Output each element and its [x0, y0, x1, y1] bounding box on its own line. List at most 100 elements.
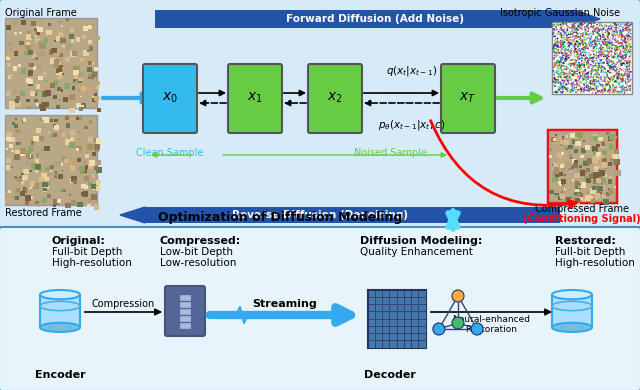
Point: [598, 85, 609, 91]
Point: [605, 83, 615, 90]
Point: [560, 74, 570, 80]
FancyBboxPatch shape: [60, 189, 63, 191]
FancyBboxPatch shape: [9, 101, 15, 107]
Polygon shape: [120, 207, 145, 223]
FancyBboxPatch shape: [56, 105, 60, 109]
Point: [607, 39, 618, 45]
FancyBboxPatch shape: [419, 291, 426, 297]
Point: [604, 25, 614, 32]
FancyBboxPatch shape: [50, 165, 54, 169]
Point: [548, 55, 559, 61]
Point: [598, 82, 608, 88]
FancyBboxPatch shape: [228, 64, 282, 133]
Point: [576, 85, 586, 91]
Point: [549, 43, 559, 50]
Point: [550, 24, 561, 30]
FancyBboxPatch shape: [62, 73, 64, 75]
Point: [575, 33, 586, 39]
Point: [596, 69, 606, 75]
Point: [584, 25, 594, 31]
Point: [580, 50, 591, 56]
Point: [552, 71, 563, 77]
FancyBboxPatch shape: [557, 181, 561, 184]
Point: [599, 88, 609, 94]
Point: [589, 73, 599, 79]
Point: [584, 56, 594, 62]
FancyBboxPatch shape: [27, 31, 31, 35]
Point: [615, 90, 625, 96]
Point: [614, 81, 625, 87]
Point: [612, 75, 623, 82]
FancyBboxPatch shape: [56, 69, 62, 75]
FancyBboxPatch shape: [419, 298, 426, 304]
Point: [556, 22, 566, 28]
Point: [623, 61, 634, 67]
Point: [611, 64, 621, 70]
Point: [573, 62, 583, 69]
Point: [601, 36, 611, 42]
FancyBboxPatch shape: [83, 191, 88, 197]
FancyBboxPatch shape: [579, 193, 583, 197]
Point: [585, 54, 595, 60]
Point: [563, 49, 573, 55]
Point: [600, 52, 611, 58]
Point: [598, 83, 608, 90]
FancyBboxPatch shape: [92, 96, 97, 101]
Point: [623, 68, 634, 74]
Point: [584, 50, 594, 56]
FancyBboxPatch shape: [20, 68, 26, 74]
Point: [553, 69, 563, 75]
Point: [610, 31, 620, 37]
Point: [620, 35, 630, 42]
FancyBboxPatch shape: [559, 184, 561, 186]
Point: [600, 86, 611, 92]
Point: [574, 46, 584, 52]
Point: [616, 75, 626, 82]
Point: [603, 43, 613, 49]
Point: [566, 41, 576, 47]
Point: [608, 31, 618, 37]
FancyBboxPatch shape: [590, 198, 595, 203]
Point: [557, 50, 567, 56]
FancyBboxPatch shape: [59, 69, 63, 72]
Point: [559, 47, 570, 53]
Point: [602, 74, 612, 80]
FancyBboxPatch shape: [143, 64, 197, 133]
FancyBboxPatch shape: [65, 57, 70, 62]
Point: [609, 64, 620, 70]
Point: [592, 57, 602, 64]
FancyBboxPatch shape: [404, 327, 411, 333]
FancyBboxPatch shape: [20, 179, 24, 183]
Point: [598, 31, 608, 37]
Point: [588, 74, 598, 80]
Point: [624, 39, 634, 46]
Point: [594, 39, 604, 45]
FancyBboxPatch shape: [83, 50, 89, 56]
Point: [612, 47, 622, 53]
FancyBboxPatch shape: [600, 155, 604, 158]
FancyBboxPatch shape: [557, 154, 561, 157]
Point: [588, 85, 598, 92]
Point: [588, 39, 598, 45]
FancyBboxPatch shape: [579, 165, 582, 168]
Point: [563, 37, 573, 43]
FancyBboxPatch shape: [81, 192, 84, 196]
FancyBboxPatch shape: [43, 72, 46, 75]
Point: [617, 24, 627, 30]
Point: [558, 41, 568, 47]
FancyBboxPatch shape: [54, 125, 59, 130]
FancyBboxPatch shape: [6, 25, 11, 30]
FancyBboxPatch shape: [580, 182, 586, 188]
FancyBboxPatch shape: [22, 120, 26, 123]
Point: [616, 21, 626, 27]
FancyBboxPatch shape: [591, 187, 595, 191]
Point: [610, 50, 620, 56]
FancyBboxPatch shape: [84, 176, 89, 181]
Point: [579, 45, 589, 51]
Point: [588, 75, 598, 81]
Point: [595, 64, 605, 70]
FancyBboxPatch shape: [54, 50, 60, 56]
Point: [582, 55, 592, 61]
Point: [621, 44, 632, 50]
Point: [595, 50, 605, 56]
